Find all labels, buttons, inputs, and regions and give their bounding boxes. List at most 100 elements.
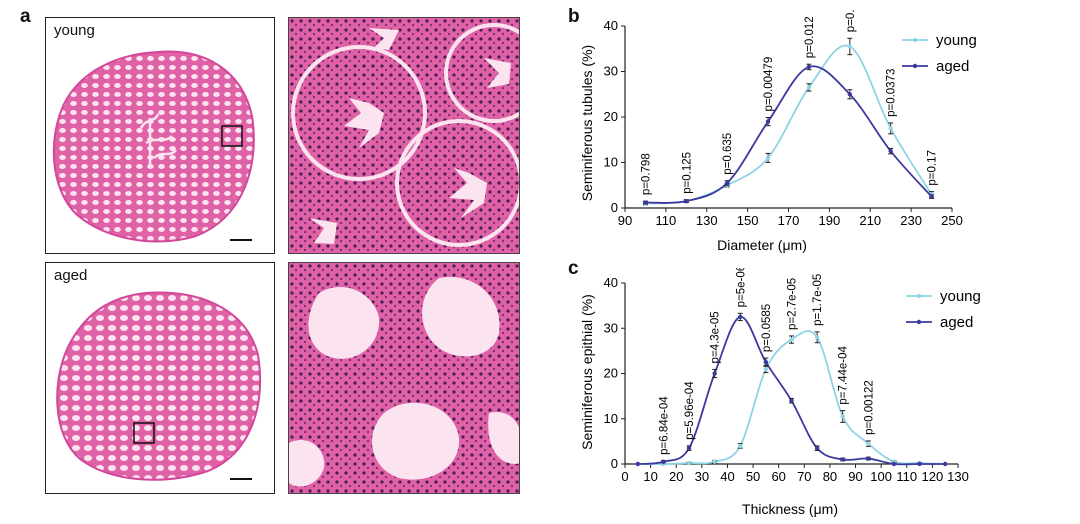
chart-b-point-young [847,44,853,49]
chart-c-p-value-label: p=6.84e-04 [658,396,670,455]
chart-b-point-aged [724,180,730,186]
chart-c-x-tick-label: 20 [669,469,683,484]
chart-b-x-tick-label: 130 [696,213,718,228]
chart-c-point-aged [712,371,717,376]
chart-c-y-axis-label: Seminiferous epithial (%) [579,294,595,450]
chart-c-p-value-label: p=4.3e-05 [710,311,722,363]
chart-c-point-aged [814,445,820,451]
chart-c-y-tick-label: 10 [604,411,618,426]
young-testis-image [52,50,255,243]
chart-c-x-tick-label: 130 [947,469,969,484]
chart-b-x-tick-label: 190 [819,213,841,228]
aged-micrograph [289,263,519,493]
chart-c-x-tick-label: 30 [695,469,709,484]
chart-c-point-young [738,443,743,449]
chart-c-point-young [763,366,769,372]
chart-c-point-aged [840,457,845,462]
chart-b-x-tick-label: 250 [941,213,963,228]
chart-b-x-tick-label: 170 [778,213,800,228]
chart-c-p-value-label: p=0.00122 [863,380,875,435]
chart-c-x-tick-label: 50 [746,469,760,484]
chart-c-point-aged [917,461,922,467]
chart-b-point-aged [888,148,893,154]
chart-b-series-line-aged [645,65,933,204]
chart-b-point-aged [643,200,648,205]
chart-c-p-value-label: p=2.7e-05 [787,278,799,330]
chart-c-p-value-label: p=7.44e-04 [838,345,850,404]
chart-b-p-value-label: p=0.012 [804,16,816,58]
chart-b-x-axis-label: Diameter (μm) [717,237,807,253]
chart-c-p-value-label: p=1.7e-05 [812,274,824,326]
chart-c-point-aged [942,461,948,467]
chart-b-p-value-label: p=0.01 [845,10,857,32]
young-section-label: young [54,22,95,39]
chart-b-point-young [765,155,771,161]
chart-c-x-tick-label: 40 [720,469,734,484]
chart-b-x-tick-label: 90 [618,213,632,228]
chart-c-point-aged [789,398,794,403]
chart-b-x-tick-label: 230 [900,213,922,228]
chart-c-legend-marker-aged [916,319,922,325]
chart-b-y-axis-label: Seminiferous tubules (%) [579,45,595,201]
chart-b-x-tick-label: 210 [859,213,881,228]
young-microscopy-zoom [288,17,520,254]
chart-c-x-tick-label: 80 [823,469,837,484]
chart-c-y-tick-label: 30 [604,320,618,335]
chart-b-p-value-label: p=0.635 [722,133,734,175]
aged-testis-section: aged [45,262,275,494]
chart-c-y-tick-label: 0 [611,456,618,471]
chart-b-legend-marker-aged [912,63,918,69]
chart-c-legend-label-young: young [940,288,981,305]
chart-c-x-tick-label: 90 [848,469,862,484]
chart-b-point-aged [684,198,689,204]
panel-letter-a: a [20,6,31,27]
chart-b-legend-label-aged: aged [936,58,969,75]
chart-c-p-value-label: p=5.96e-04 [684,381,696,440]
chart-b-y-tick-label: 40 [604,18,618,33]
chart-b-p-value-label: p=0.0373 [886,69,898,117]
chart-c-x-tick-label: 100 [870,469,892,484]
panel-letter-c: c [568,258,579,279]
chart-c-point-aged [763,359,769,365]
chart-b-y-tick-label: 20 [604,109,618,124]
chart-c-point-young [840,414,845,419]
chart-b-point-aged [806,64,812,70]
chart-b-y-tick-label: 10 [604,155,618,170]
chart-b-legend-label-young: young [936,32,977,49]
chart-c-x-tick-label: 10 [643,469,657,484]
young-inset-box [221,125,243,147]
chart-b-point-young [806,85,812,90]
chart-c-point-young [814,335,820,340]
chart-b-p-value-label: p=0.125 [681,152,693,194]
chart-c-x-tick-label: 60 [771,469,785,484]
chart-c-point-aged [891,461,897,467]
aged-section-label: aged [54,267,88,284]
chart-c-point-young [789,337,794,342]
chart-c-x-tick-label: 70 [797,469,811,484]
chart-b-y-tick-label: 30 [604,64,618,79]
chart-b-point-young [888,126,893,131]
chart-b-p-value-label: p=0.17 [927,150,939,186]
chart-b-point-aged [765,119,771,124]
chart-b-legend-marker-young [912,37,918,43]
chart-c-point-young [866,441,871,446]
chart-c-point-aged [738,314,743,320]
chart-c-x-tick-label: 0 [621,469,628,484]
chart-c-point-aged [866,456,871,461]
chart-c-y-tick-label: 20 [604,366,618,381]
chart-c-y-tick-label: 40 [604,275,618,290]
chart-c-legend-marker-young [916,293,922,299]
chart-c-point-young [712,459,717,464]
chart-c-x-tick-label: 110 [896,469,917,484]
aged-testis-image [56,291,262,481]
panel-letter-b: b [568,6,580,27]
chart-c-p-value-label: p=0.0585 [761,304,773,352]
chart-b-tubule-diameter: 90 110 130 150 170 190 210 230 250 0 10 20 30 40 p=0.… [579,10,977,253]
chart-c-p-value-label: p=5e-06 [735,268,747,307]
aged-inset-box [133,422,155,444]
chart-b-p-value-label: p=0.798 [640,153,652,195]
chart-c-x-tick-label: 120 [922,469,944,484]
chart-c-epithelium-thickness: 0 10 20 30 40 50 60 70 80 90 100 110 120 130 0 10 20 30 40… [579,268,981,517]
chart-b-point-aged [929,194,934,199]
chart-c-legend-label-aged: aged [940,314,973,331]
